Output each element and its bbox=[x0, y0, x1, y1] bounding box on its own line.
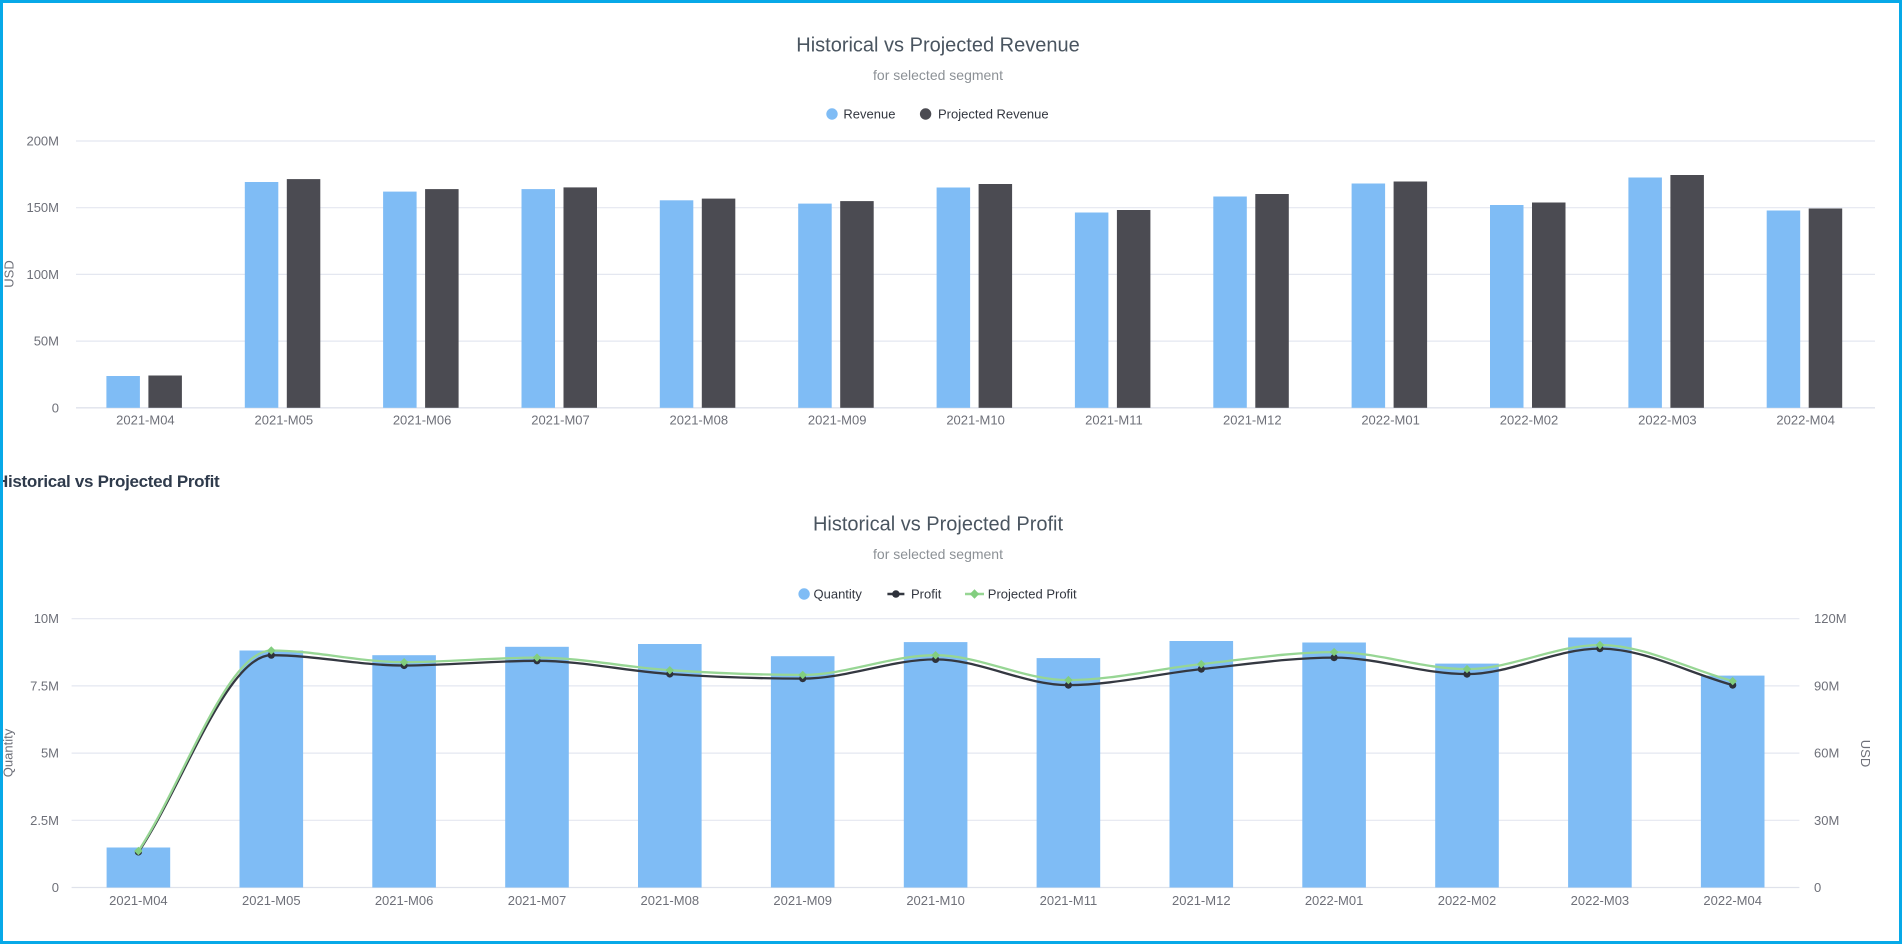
svg-text:2022-M03: 2022-M03 bbox=[1571, 893, 1630, 908]
svg-text:0: 0 bbox=[52, 880, 59, 895]
svg-text:2021-M10: 2021-M10 bbox=[906, 893, 965, 908]
svg-text:2021-M10: 2021-M10 bbox=[946, 413, 1005, 428]
svg-text:2021-M08: 2021-M08 bbox=[641, 893, 700, 908]
svg-text:100M: 100M bbox=[26, 267, 59, 282]
svg-text:60M: 60M bbox=[1814, 746, 1839, 761]
svg-text:10M: 10M bbox=[34, 611, 59, 626]
svg-text:2022-M04: 2022-M04 bbox=[1703, 893, 1762, 908]
svg-text:2022-M01: 2022-M01 bbox=[1361, 413, 1420, 428]
svg-text:2021-M11: 2021-M11 bbox=[1085, 413, 1143, 428]
svg-text:Historical vs Projected Revenu: Historical vs Projected Revenue bbox=[796, 35, 1079, 57]
svg-text:200M: 200M bbox=[26, 134, 59, 149]
svg-text:2022-M04: 2022-M04 bbox=[1776, 413, 1835, 428]
svg-text:for selected segment: for selected segment bbox=[873, 546, 1003, 562]
svg-text:Projected Revenue: Projected Revenue bbox=[938, 107, 1049, 122]
svg-text:5M: 5M bbox=[41, 746, 59, 761]
svg-text:for selected segment: for selected segment bbox=[873, 67, 1003, 83]
svg-text:50M: 50M bbox=[34, 334, 59, 349]
svg-text:2021-M06: 2021-M06 bbox=[393, 413, 452, 428]
svg-text:30M: 30M bbox=[1814, 813, 1839, 828]
svg-text:USD: USD bbox=[1858, 740, 1873, 767]
svg-text:Profit: Profit bbox=[911, 587, 942, 602]
svg-text:150M: 150M bbox=[26, 200, 59, 215]
svg-text:2.5M: 2.5M bbox=[30, 813, 59, 828]
svg-text:2021-M08: 2021-M08 bbox=[670, 413, 729, 428]
svg-text:0: 0 bbox=[1814, 880, 1821, 895]
svg-text:2021-M04: 2021-M04 bbox=[116, 413, 175, 428]
svg-text:2021-M04: 2021-M04 bbox=[109, 893, 168, 908]
svg-text:2022-M03: 2022-M03 bbox=[1638, 413, 1697, 428]
svg-text:2021-M07: 2021-M07 bbox=[531, 413, 590, 428]
svg-text:Projected Profit: Projected Profit bbox=[988, 587, 1077, 602]
svg-text:2022-M02: 2022-M02 bbox=[1438, 893, 1497, 908]
svg-text:2021-M07: 2021-M07 bbox=[508, 893, 567, 908]
svg-text:2021-M05: 2021-M05 bbox=[255, 413, 314, 428]
svg-text:Historical vs Projected Profit: Historical vs Projected Profit bbox=[3, 472, 220, 491]
svg-text:0: 0 bbox=[52, 400, 59, 415]
svg-text:7.5M: 7.5M bbox=[30, 678, 59, 693]
svg-text:Revenue: Revenue bbox=[843, 107, 895, 122]
svg-text:2021-M09: 2021-M09 bbox=[808, 413, 867, 428]
svg-text:120M: 120M bbox=[1814, 611, 1847, 626]
svg-text:Quantity: Quantity bbox=[3, 728, 16, 777]
svg-text:2021-M11: 2021-M11 bbox=[1040, 893, 1098, 908]
svg-text:Quantity: Quantity bbox=[814, 587, 863, 602]
svg-text:2021-M12: 2021-M12 bbox=[1223, 413, 1282, 428]
svg-text:2021-M09: 2021-M09 bbox=[773, 893, 832, 908]
svg-text:2022-M01: 2022-M01 bbox=[1305, 893, 1364, 908]
svg-text:2021-M05: 2021-M05 bbox=[242, 893, 301, 908]
svg-text:Historical vs Projected Profit: Historical vs Projected Profit bbox=[813, 514, 1064, 536]
svg-text:2022-M02: 2022-M02 bbox=[1500, 413, 1559, 428]
svg-text:USD: USD bbox=[3, 260, 17, 287]
svg-text:2021-M06: 2021-M06 bbox=[375, 893, 434, 908]
svg-text:2021-M12: 2021-M12 bbox=[1172, 893, 1231, 908]
svg-text:90M: 90M bbox=[1814, 678, 1839, 693]
